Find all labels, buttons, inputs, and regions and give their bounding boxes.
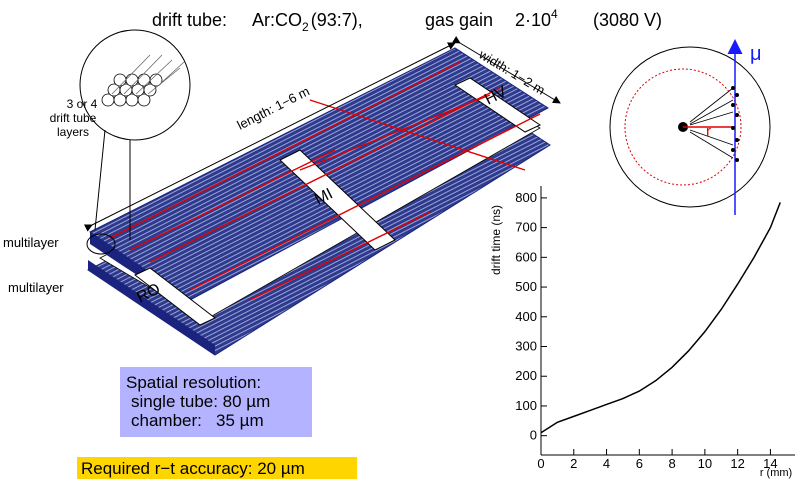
resolution-line: chamber: 35 µm — [131, 411, 264, 430]
x-tick-label: 6 — [636, 456, 643, 471]
inset-label: drift tube — [50, 111, 97, 125]
rt-chart: r (mm) drift time (ns) 01002003004005006… — [489, 186, 795, 479]
title: drift tube: Ar:CO2 (93:7), gas gain 2·104… — [152, 7, 662, 34]
y-tick-label: 600 — [515, 249, 537, 264]
radius-label: r — [706, 123, 711, 140]
resolution-line: Spatial resolution: — [126, 373, 261, 392]
x-tick-label: 10 — [698, 456, 712, 471]
x-tick-label: 12 — [730, 456, 744, 471]
resolution-line: single tube: 80 µm — [131, 392, 270, 411]
rt-curve — [540, 202, 781, 434]
resolution-box — [120, 367, 312, 437]
y-tick-label: 400 — [515, 309, 537, 324]
x-axis-label: r (mm) — [760, 467, 792, 479]
x-tick-label: 0 — [537, 456, 544, 471]
y-tick-label: 700 — [515, 220, 537, 235]
tube-inset: 3 or 4 drift tube layers — [50, 29, 191, 240]
y-tick-label: 500 — [515, 279, 537, 294]
y-tick-label: 300 — [515, 339, 537, 354]
x-tick-label: 4 — [603, 456, 610, 471]
length-label: length: 1−6 m — [235, 83, 312, 132]
accuracy-box — [77, 457, 357, 479]
accuracy-note: Required r−t accuracy: 20 µm — [81, 459, 305, 478]
x-tick-label: 8 — [668, 456, 675, 471]
inset-label: 3 or 4 — [67, 97, 98, 111]
x-tick-label: 2 — [570, 456, 577, 471]
spacer-label: MI — [312, 185, 336, 208]
y-tick-label: 800 — [515, 190, 537, 205]
y-tick-label: 200 — [515, 368, 537, 383]
inset-label: layers — [57, 125, 89, 139]
x-tick-label: 14 — [763, 456, 777, 471]
chamber: length: 1−6 m width: 1−2 m HV MI RO mult… — [3, 35, 561, 356]
multilayer-label: multilayer — [8, 280, 64, 295]
multilayer-label: multilayer — [3, 235, 59, 250]
y-tick-label: 0 — [530, 428, 537, 443]
muon-label: μ — [750, 43, 762, 65]
y-axis-label: drift time (ns) — [489, 205, 503, 275]
y-tick-label: 100 — [515, 398, 537, 413]
tube-cross-section: μ r — [609, 39, 771, 215]
